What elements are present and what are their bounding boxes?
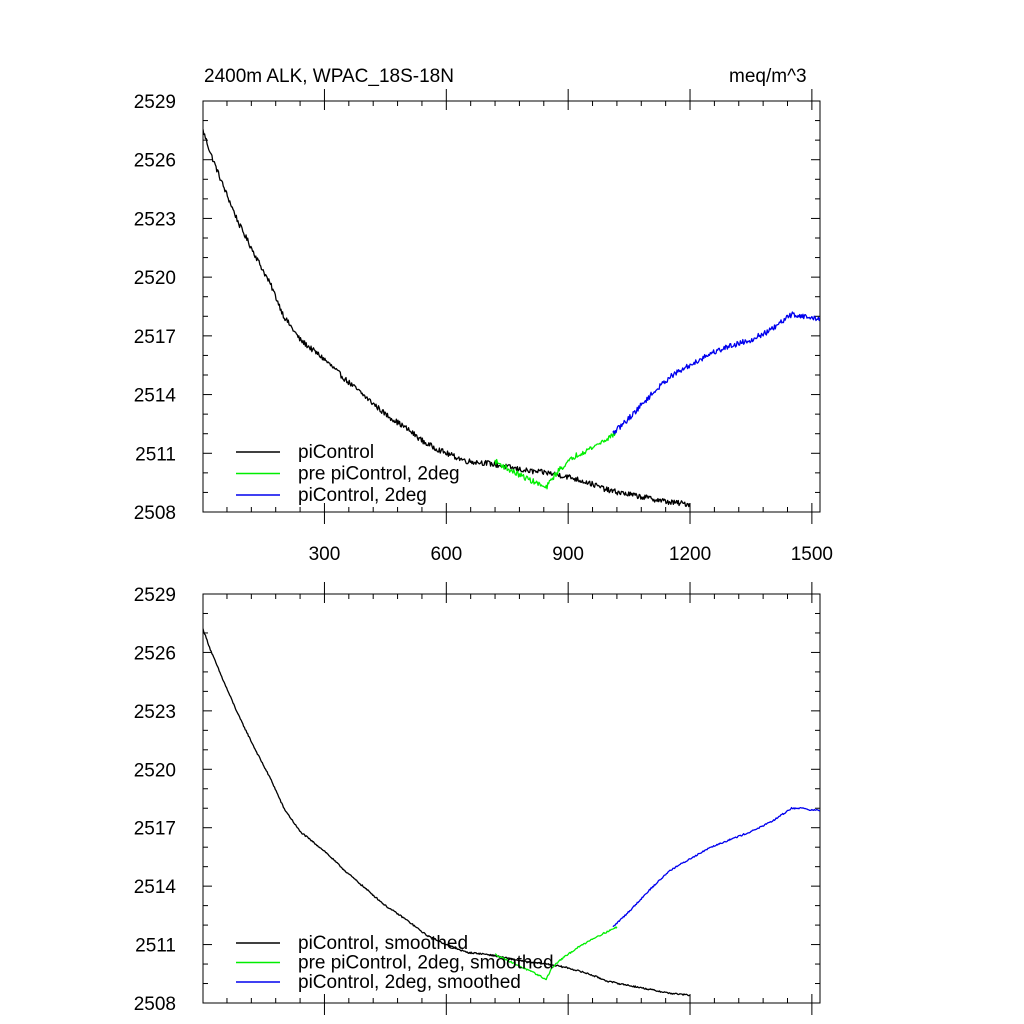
x-tick-label: 1500 bbox=[791, 544, 833, 565]
legend-label: piControl, smoothed bbox=[298, 933, 468, 954]
y-tick-label: 2508 bbox=[134, 994, 176, 1015]
legend-label: pre piControl, 2deg, smoothed bbox=[298, 953, 554, 974]
y-tick-label: 2517 bbox=[134, 819, 176, 840]
series-line bbox=[612, 311, 820, 435]
y-tick-label: 2526 bbox=[134, 151, 176, 172]
y-tick-label: 2526 bbox=[134, 643, 176, 664]
y-tick-label: 2523 bbox=[134, 209, 176, 230]
x-tick-label: 600 bbox=[430, 544, 462, 565]
series-line bbox=[494, 429, 618, 490]
x-tick-label: 1200 bbox=[669, 544, 711, 565]
series-line bbox=[494, 926, 618, 981]
series-group bbox=[203, 129, 820, 508]
series-line bbox=[612, 806, 820, 928]
series-line bbox=[203, 129, 691, 508]
y-tick-label: 2520 bbox=[134, 268, 176, 289]
plot-panel-bottom: 2508 2511 2514 2517 2520 2523 2526 2529 piContro… bbox=[134, 582, 821, 1015]
y-tick-label: 2508 bbox=[134, 503, 176, 524]
y-tick-label: 2511 bbox=[135, 936, 176, 957]
y-tick-label: 2520 bbox=[134, 760, 176, 781]
y-tick-label: 2514 bbox=[134, 386, 177, 407]
plot-panel-top: 2508 2511 2514 2517 2520 2523 2526 2529 300 600 90… bbox=[134, 89, 833, 565]
legend-label: piControl, 2deg bbox=[298, 485, 427, 506]
y-tick-label: 2514 bbox=[134, 877, 177, 898]
series-line bbox=[203, 628, 690, 997]
y-tick-label: 2523 bbox=[134, 702, 176, 723]
plot-frame bbox=[202, 100, 821, 513]
y-tick-label: 2511 bbox=[135, 444, 176, 465]
series-group bbox=[203, 628, 820, 997]
plot-frame bbox=[202, 593, 821, 1004]
y-tick-label: 2529 bbox=[134, 92, 176, 113]
x-tick-label: 900 bbox=[552, 544, 584, 565]
units-label: meq/m^3 bbox=[729, 66, 807, 87]
y-tick-label: 2517 bbox=[134, 327, 176, 348]
legend-label: piControl bbox=[298, 442, 374, 463]
legend-label: piControl, 2deg, smoothed bbox=[298, 972, 521, 993]
chart-title: 2400m ALK, WPAC_18S-18N bbox=[204, 66, 454, 87]
x-tick-label: 300 bbox=[309, 544, 341, 565]
legend-label: pre piControl, 2deg bbox=[298, 464, 460, 485]
y-tick-label: 2529 bbox=[134, 585, 176, 606]
